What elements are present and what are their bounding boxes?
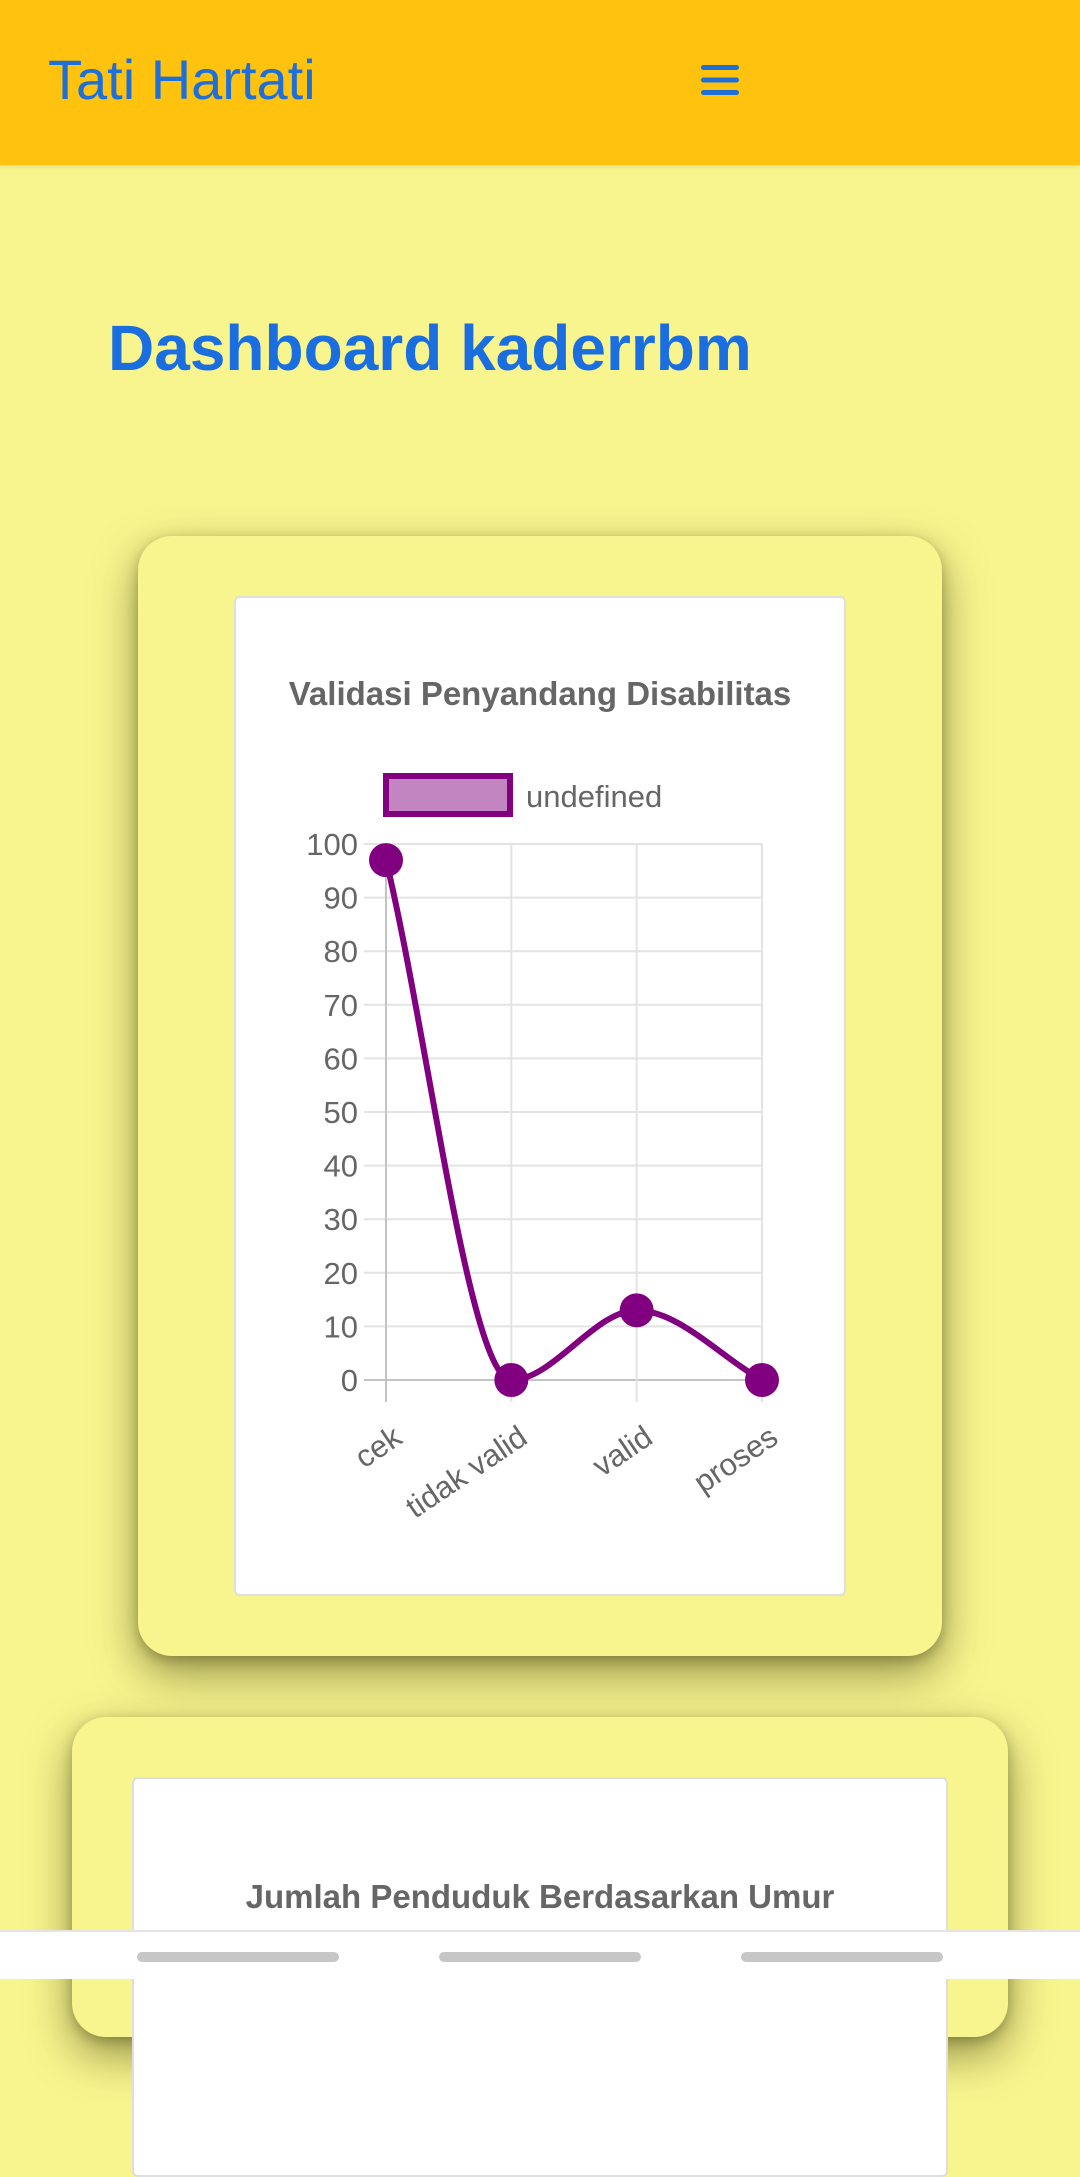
x-tick-label: valid (586, 1419, 658, 1484)
x-tick-label: cek (348, 1419, 408, 1475)
y-tick-label: 0 (341, 1363, 358, 1398)
y-tick-label: 10 (324, 1309, 358, 1344)
y-tick-label: 80 (324, 934, 358, 969)
data-point (369, 843, 403, 878)
page-title: Dashboard kaderrbm (108, 312, 752, 384)
chart-title-validasi: Validasi Penyandang Disabilitas (288, 675, 792, 712)
chart-card-umur: Jumlah Penduduk Berdasarkan Umur (72, 1717, 1008, 2177)
legend-swatch (383, 773, 513, 817)
y-tick-label: 40 (324, 1149, 358, 1184)
app-header: Tati Hartati (0, 0, 1080, 165)
y-tick-label: 60 (324, 1041, 358, 1076)
y-tick-label: 100 (306, 827, 358, 862)
data-point (619, 1293, 654, 1328)
y-tick-label: 20 (324, 1256, 358, 1291)
chart-title-umur: Jumlah Penduduk Berdasarkan Umur (245, 1878, 835, 1915)
y-tick-label: 50 (324, 1095, 358, 1130)
y-tick-label: 70 (324, 988, 358, 1023)
legend-label: undefined (526, 779, 662, 814)
nav-pill-center[interactable] (439, 1952, 641, 1962)
system-navigation-bar (0, 1930, 1080, 1979)
y-tick-label: 90 (324, 881, 358, 916)
menu-toggle-button[interactable] (688, 48, 752, 112)
x-tick-label: proses (687, 1419, 784, 1500)
nav-pill-left[interactable] (137, 1952, 339, 1962)
brand-name[interactable]: Tati Hartati (48, 48, 316, 111)
x-tick-label: tidak valid (399, 1419, 533, 1525)
data-point (494, 1363, 529, 1397)
nav-pill-right[interactable] (741, 1952, 943, 1962)
chart-panel-validasi: Validasi Penyandang Disabilitas 0 10 20 30 4… (234, 596, 846, 1596)
data-point (745, 1363, 779, 1397)
series-line (383, 859, 764, 1383)
y-tick-label: 30 (324, 1202, 358, 1237)
chart-card-validasi: Validasi Penyandang Disabilitas 0 10 20 30 4… (138, 536, 942, 1656)
hamburger-menu-icon (701, 65, 739, 95)
